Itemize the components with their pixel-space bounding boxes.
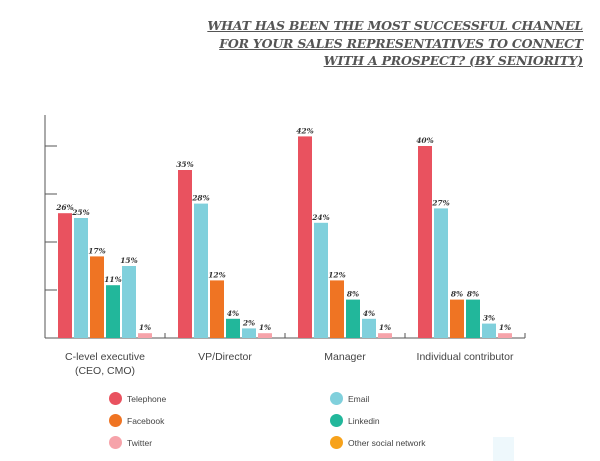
bar-twitter xyxy=(258,333,272,338)
bar-facebook xyxy=(450,299,464,338)
legend-label: Email xyxy=(348,393,370,404)
bar-telephone xyxy=(298,136,312,338)
data-label: 40% xyxy=(416,136,434,145)
data-label: 8% xyxy=(451,290,463,299)
title-line: FOR YOUR SALES REPRESENTATIVES TO CONNEC… xyxy=(219,35,583,51)
data-label: 35% xyxy=(176,160,194,169)
legend-item: Twitter xyxy=(109,436,152,449)
bar-telephone xyxy=(58,213,72,338)
category-label: C-level executive xyxy=(65,351,145,363)
legend-item: Other social network xyxy=(330,436,425,449)
title-line: WHAT HAS BEEN THE MOST SUCCESSFUL CHANNE… xyxy=(207,18,583,33)
legend-label: Telephone xyxy=(127,393,167,404)
bar-facebook xyxy=(90,256,104,338)
category-label: (CEO, CMO) xyxy=(75,365,135,377)
bar-linkedin xyxy=(346,299,360,338)
legend-label: Linkedin xyxy=(348,415,380,426)
legend-item: Linkedin xyxy=(330,414,380,427)
data-label: 26% xyxy=(55,203,74,212)
data-label: 1% xyxy=(139,323,151,332)
data-label: 17% xyxy=(88,246,106,255)
data-label: 1% xyxy=(499,323,511,332)
bar-twitter xyxy=(138,333,152,338)
bar-other-social-network xyxy=(122,266,136,338)
category-label: VP/Director xyxy=(198,351,252,363)
data-label: 12% xyxy=(208,270,226,279)
data-label: 11% xyxy=(104,275,122,284)
data-label: 27% xyxy=(431,198,450,207)
bar-email xyxy=(314,222,328,338)
legend-swatch-icon xyxy=(330,392,343,405)
decorative-box xyxy=(493,437,514,461)
bar-twitter xyxy=(498,333,512,338)
data-label: 1% xyxy=(259,323,271,332)
bar-other-social-network xyxy=(242,328,256,338)
legend-item: Telephone xyxy=(109,392,166,405)
legend-swatch-icon xyxy=(109,392,122,405)
legend-item: Facebook xyxy=(109,414,164,427)
legend-swatch-icon xyxy=(109,436,122,449)
data-label: 42% xyxy=(296,126,314,135)
data-label: 28% xyxy=(191,194,210,203)
bar-twitter xyxy=(378,333,392,338)
legend-label: Twitter xyxy=(127,437,153,448)
bar-facebook xyxy=(330,280,344,338)
bar-linkedin xyxy=(226,318,240,338)
data-label: 4% xyxy=(227,309,239,318)
data-label: 24% xyxy=(311,213,330,222)
legend-swatch-icon xyxy=(109,414,122,427)
data-label: 4% xyxy=(363,309,375,318)
bar-facebook xyxy=(210,280,224,338)
data-label: 1% xyxy=(379,323,391,332)
bar-other-social-network xyxy=(482,323,496,338)
data-label: 12% xyxy=(328,270,346,279)
bar-email xyxy=(194,203,208,338)
bar-email xyxy=(434,208,448,338)
bar-linkedin xyxy=(106,285,120,338)
chart-title: WHAT HAS BEEN THE MOST SUCCESSFUL CHANNE… xyxy=(207,17,583,70)
bar-other-social-network xyxy=(362,318,376,338)
data-label: 8% xyxy=(347,290,359,299)
data-label: 8% xyxy=(467,290,479,299)
data-label: 25% xyxy=(71,208,90,217)
bar-telephone xyxy=(178,170,192,338)
category-label: Manager xyxy=(324,351,366,363)
legend-swatch-icon xyxy=(330,414,343,427)
title-line: WITH A PROSPECT? (BY SENIORITY) xyxy=(323,53,584,68)
data-label: 3% xyxy=(483,314,495,323)
bar-email xyxy=(74,218,88,338)
data-label: 15% xyxy=(120,256,138,265)
legend-label: Other social network xyxy=(348,437,426,448)
legend-swatch-icon xyxy=(330,436,343,449)
bar-linkedin xyxy=(466,299,480,338)
data-label: 2% xyxy=(242,318,255,327)
legend-item: Email xyxy=(330,392,369,405)
category-label: Individual contributor xyxy=(417,351,514,363)
bar-telephone xyxy=(418,146,432,338)
legend-label: Facebook xyxy=(127,415,165,426)
